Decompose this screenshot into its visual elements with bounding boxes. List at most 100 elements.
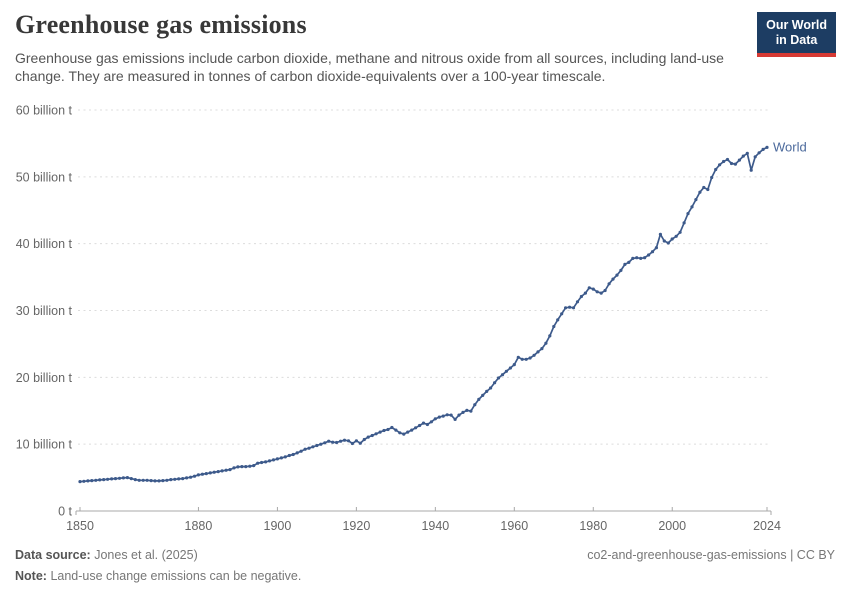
owid-logo[interactable]: Our World in Data — [757, 12, 836, 57]
data-point — [307, 446, 311, 450]
data-point — [181, 477, 185, 481]
data-point — [110, 477, 114, 481]
data-point — [212, 470, 216, 474]
data-point — [528, 356, 532, 360]
data-point — [303, 447, 307, 451]
data-point — [437, 415, 441, 419]
note-label: Note: — [15, 569, 47, 583]
data-point — [256, 461, 260, 465]
data-point — [710, 175, 714, 180]
data-point — [133, 478, 137, 482]
data-point — [631, 256, 635, 260]
y-axis-label: 30 billion t — [16, 304, 73, 318]
data-point — [264, 460, 268, 464]
data-point — [477, 397, 481, 401]
data-point — [346, 439, 351, 443]
data-point — [757, 151, 761, 155]
attribution-link[interactable]: co2-and-greenhouse-gas-emissions | CC BY — [587, 548, 835, 562]
data-point — [232, 466, 236, 470]
data-point — [702, 185, 706, 190]
data-point — [678, 230, 682, 234]
data-point — [244, 465, 248, 469]
data-point — [714, 167, 718, 172]
data-point — [402, 432, 406, 436]
data-point — [500, 373, 505, 377]
data-point — [121, 476, 125, 480]
data-point — [129, 477, 133, 481]
data-point — [536, 350, 540, 354]
data-point — [279, 456, 283, 460]
data-point — [311, 445, 315, 449]
data-point — [414, 426, 418, 430]
data-point — [260, 460, 264, 465]
x-axis-label: 2024 — [753, 519, 781, 533]
y-axis-label: 0 t — [58, 505, 72, 519]
data-point — [544, 341, 548, 345]
data-source: Data source: Jones et al. (2025) — [15, 548, 198, 562]
data-point — [192, 474, 197, 478]
data-point — [473, 403, 477, 407]
data-point — [106, 477, 110, 481]
data-point — [694, 198, 698, 202]
data-point — [425, 422, 429, 427]
data-point — [94, 478, 98, 482]
data-point — [493, 381, 497, 385]
data-point — [548, 334, 552, 338]
data-point — [737, 158, 742, 162]
data-point — [153, 479, 157, 483]
x-axis-label: 1850 — [66, 519, 94, 533]
data-point — [275, 457, 279, 461]
data-point — [725, 157, 730, 162]
data-point — [335, 440, 339, 445]
data-point — [587, 286, 591, 290]
x-axis-label: 1960 — [500, 519, 528, 533]
data-point — [647, 253, 651, 257]
note-value: Land-use change emissions can be negativ… — [50, 569, 302, 583]
data-point — [236, 465, 240, 469]
data-point — [650, 250, 655, 254]
data-point — [339, 439, 343, 443]
data-point — [682, 221, 686, 225]
data-point — [666, 241, 670, 245]
data-point — [240, 465, 244, 469]
data-point — [125, 476, 129, 480]
data-point — [741, 154, 745, 158]
data-source-value: Jones et al. (2025) — [94, 548, 198, 562]
data-point — [196, 473, 200, 477]
data-point — [267, 459, 272, 463]
data-point — [465, 408, 469, 412]
y-axis-label: 20 billion t — [16, 371, 73, 385]
data-point — [386, 427, 390, 432]
data-point — [532, 353, 536, 357]
data-point — [287, 453, 291, 458]
data-point — [583, 291, 588, 295]
data-point — [560, 312, 564, 316]
data-point — [591, 287, 595, 291]
data-point — [271, 458, 276, 462]
data-point — [504, 369, 508, 373]
data-point — [733, 162, 738, 166]
data-point — [461, 410, 465, 414]
data-point — [575, 300, 580, 304]
data-point — [556, 318, 560, 322]
data-point — [453, 417, 457, 421]
data-point — [342, 438, 347, 442]
data-point — [496, 376, 501, 380]
data-point — [224, 468, 228, 472]
data-point — [161, 479, 165, 483]
x-axis-label: 1940 — [421, 519, 449, 533]
data-point — [323, 441, 327, 445]
data-point — [568, 305, 572, 309]
data-point — [113, 477, 118, 481]
data-point — [421, 421, 426, 425]
data-point — [611, 277, 615, 281]
emissions-line — [79, 146, 768, 483]
y-axis-label: 10 billion t — [16, 438, 73, 452]
owid-logo-line2: in Data — [775, 33, 818, 48]
data-point — [690, 205, 694, 209]
data-point — [354, 439, 358, 443]
data-point — [765, 145, 769, 149]
data-point — [445, 413, 449, 417]
data-point — [520, 357, 524, 361]
